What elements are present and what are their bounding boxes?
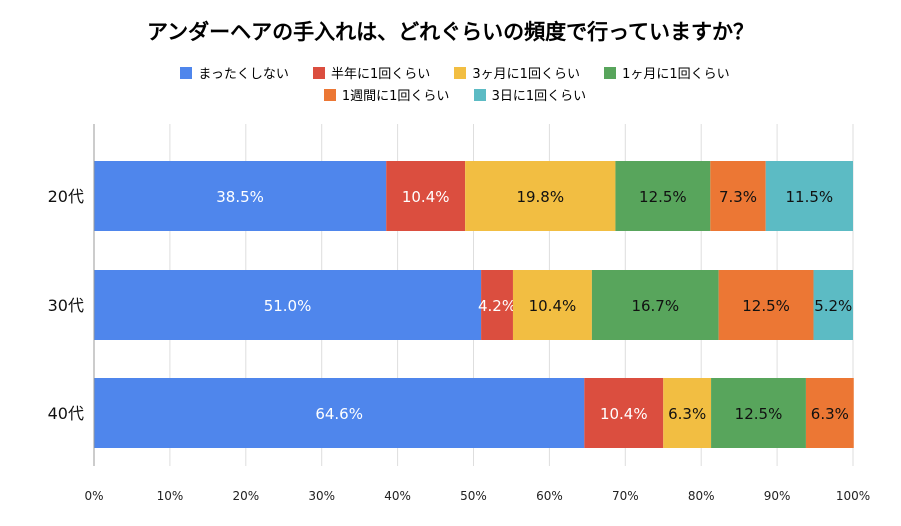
data-label: 12.5% <box>639 188 687 206</box>
bar-segment <box>584 378 664 448</box>
x-tick-label: 0% <box>84 489 103 503</box>
bar-segment <box>718 270 814 340</box>
data-label: 19.8% <box>516 188 564 206</box>
x-tick-label: 40% <box>384 489 411 503</box>
data-label: 7.3% <box>719 188 757 206</box>
x-tick-label: 90% <box>764 489 791 503</box>
legend-swatch-one-week <box>323 89 336 101</box>
data-label: 12.5% <box>742 297 790 315</box>
x-tick-label: 70% <box>612 489 639 503</box>
data-label: 4.2% <box>478 297 516 315</box>
data-label: 38.5% <box>216 188 264 206</box>
bar-segment <box>94 161 387 231</box>
legend-item-one-week: 1週間に1回くらい <box>323 86 450 108</box>
legend-item-three-days: 3日に1回くらい <box>473 86 587 108</box>
bar-segment <box>805 378 854 448</box>
legend-label-half-year: 半年に1回くらい <box>330 67 431 82</box>
legend-label-three-months: 3ヶ月に1回くらい <box>472 67 580 82</box>
data-label: 10.4% <box>402 188 450 206</box>
data-label: 11.5% <box>786 188 834 206</box>
y-category-label: 30代 <box>48 296 84 315</box>
legend-swatch-never <box>180 67 193 79</box>
bar-segment <box>94 270 482 340</box>
x-tick-label: 60% <box>536 489 563 503</box>
bar-segment <box>512 270 592 340</box>
chart-title: アンダーヘアの手入れは、どれぐらいの頻度で行っていますか？ <box>146 20 755 44</box>
legend-swatch-three-days <box>473 89 486 101</box>
bar-segment <box>481 270 513 340</box>
legend-item-never: まったくしない <box>180 64 289 86</box>
data-label: 16.7% <box>631 297 679 315</box>
x-tick-label: 100% <box>836 489 870 503</box>
data-label: 6.3% <box>668 405 706 423</box>
legend-label-one-week: 1週間に1回くらい <box>341 89 450 104</box>
data-label: 6.3% <box>811 405 849 423</box>
x-tick-label: 20% <box>232 489 259 503</box>
data-label: 5.2% <box>814 297 852 315</box>
bar-segment <box>710 161 766 231</box>
legend-label-one-month: 1ヶ月に1回くらい <box>622 67 730 82</box>
data-label: 10.4% <box>600 405 648 423</box>
data-label: 51.0% <box>264 297 312 315</box>
legend: まったくしない 半年に1回くらい 3ヶ月に1回くらい 1ヶ月に1回くらい 1週間… <box>90 64 820 108</box>
bar-segment <box>711 378 806 448</box>
legend-swatch-half-year <box>312 67 325 79</box>
legend-label-three-days: 3日に1回くらい <box>491 89 587 104</box>
data-label: 10.4% <box>529 297 577 315</box>
bar-segment <box>615 161 711 231</box>
legend-swatch-three-months <box>454 67 467 79</box>
bar-segment <box>813 270 853 340</box>
x-tick-label: 80% <box>688 489 715 503</box>
x-tick-label: 30% <box>308 489 335 503</box>
bar-segment <box>386 161 466 231</box>
y-category-label: 40代 <box>48 404 84 423</box>
bar-segment <box>765 161 853 231</box>
data-label: 64.6% <box>315 405 363 423</box>
legend-swatch-one-month <box>604 67 617 79</box>
legend-item-one-month: 1ヶ月に1回くらい <box>604 64 730 86</box>
bar-segment <box>591 270 719 340</box>
x-tick-label: 10% <box>157 489 184 503</box>
legend-item-half-year: 半年に1回くらい <box>312 64 431 86</box>
bar-segment <box>465 161 616 231</box>
y-category-label: 20代 <box>48 187 84 206</box>
data-label: 12.5% <box>735 405 783 423</box>
legend-label-never: まったくしない <box>198 67 289 82</box>
x-tick-label: 50% <box>460 489 487 503</box>
legend-item-three-months: 3ヶ月に1回くらい <box>454 64 580 86</box>
bar-segment <box>663 378 712 448</box>
bar-segment <box>94 378 585 448</box>
